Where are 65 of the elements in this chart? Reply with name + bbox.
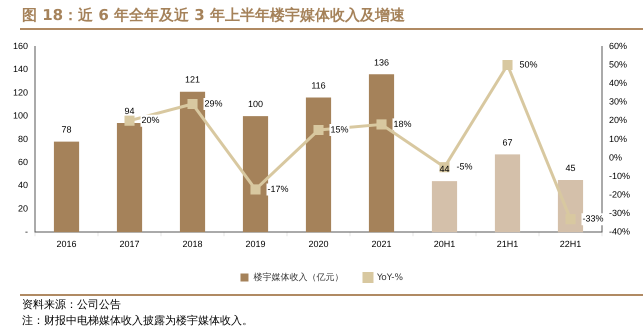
y2-tick-label: -40% <box>608 226 630 237</box>
point <box>124 116 135 126</box>
x-tick-label: 2017 <box>119 239 140 250</box>
x-tick-label: 2016 <box>56 239 77 250</box>
y-tick-label: 100 <box>12 110 28 121</box>
data-label: 45 <box>565 162 576 173</box>
data-label: 44 <box>439 164 450 174</box>
y-tick-label: 20 <box>18 203 28 214</box>
x-tick-label: 2021 <box>371 239 392 250</box>
x-tick-label: 21H1 <box>496 239 518 250</box>
data-label: 78 <box>62 124 72 135</box>
point <box>187 98 198 110</box>
data-label: 100 <box>248 99 264 110</box>
x-tick-label: 22H1 <box>560 239 582 250</box>
point <box>313 124 324 136</box>
data-label: 29% <box>204 98 223 108</box>
bar <box>432 181 458 232</box>
bar <box>242 116 268 232</box>
point <box>502 60 513 70</box>
y2-tick-label: -10% <box>608 170 630 181</box>
data-label: 116 <box>311 80 326 90</box>
bar <box>54 142 80 232</box>
y2-tick-label: 20% <box>608 115 628 126</box>
y-tick-label: 80 <box>18 134 28 144</box>
data-label: 15% <box>330 124 349 134</box>
data-label: 20% <box>142 115 160 126</box>
y2-tick-label: 40% <box>608 78 628 88</box>
bar <box>494 154 520 232</box>
data-label: 67 <box>502 137 512 148</box>
y2-tick-label: 0% <box>608 152 622 162</box>
x-tick-label: 2020 <box>308 239 329 250</box>
text: 资料来源：公司公告 <box>22 297 122 313</box>
data-label: -17% <box>268 184 289 194</box>
point <box>250 184 261 194</box>
text: 注：财报中电梯媒体收入披露为楼宇媒体收入。 <box>22 313 253 329</box>
y-tick-label: 60 <box>18 157 28 168</box>
data-label: 50% <box>519 59 538 70</box>
y2-tick-label: 30% <box>608 96 628 107</box>
legend-label: 楼宇媒体收入（亿元） <box>253 272 344 283</box>
data-label: 18% <box>394 118 412 129</box>
y-tick-label: 120 <box>12 87 28 98</box>
bar <box>116 123 142 232</box>
x-tick-label: 2019 <box>245 239 266 250</box>
y2-tick-label: 50% <box>608 59 628 70</box>
y2-tick-label: 60% <box>608 40 628 51</box>
y2-tick-label: -20% <box>608 190 630 200</box>
data-label: 136 <box>374 57 390 68</box>
y-tick-label: 140 <box>12 64 28 74</box>
y-tick-label: - <box>25 226 28 237</box>
x-tick-label: 20H1 <box>434 239 456 250</box>
bar <box>180 92 206 232</box>
bar <box>368 74 394 232</box>
y2-tick-label: 10% <box>608 134 628 144</box>
y2-tick-label: -30% <box>608 208 630 218</box>
chart-title: 图 18：近 6 年全年及近 3 年上半年楼宇媒体收入及增速 <box>22 6 405 25</box>
data-label: -33% <box>582 214 604 224</box>
y-tick-label: 40 <box>18 180 28 190</box>
bar <box>306 97 332 232</box>
x-tick-label: 2018 <box>182 239 203 250</box>
data-label: -5% <box>456 162 473 172</box>
y-tick-label: 160 <box>12 40 28 51</box>
data-label: 121 <box>184 74 200 85</box>
data-label: 94 <box>124 106 135 116</box>
point <box>376 119 387 130</box>
legend-label: YoY-% <box>376 272 404 283</box>
